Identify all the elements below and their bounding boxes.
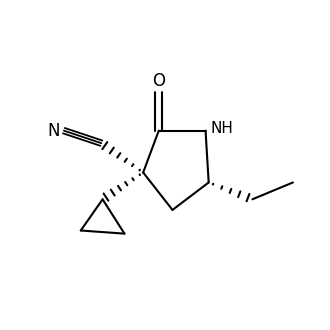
- Text: O: O: [152, 72, 165, 90]
- Text: NH: NH: [211, 121, 233, 136]
- Text: N: N: [48, 122, 60, 140]
